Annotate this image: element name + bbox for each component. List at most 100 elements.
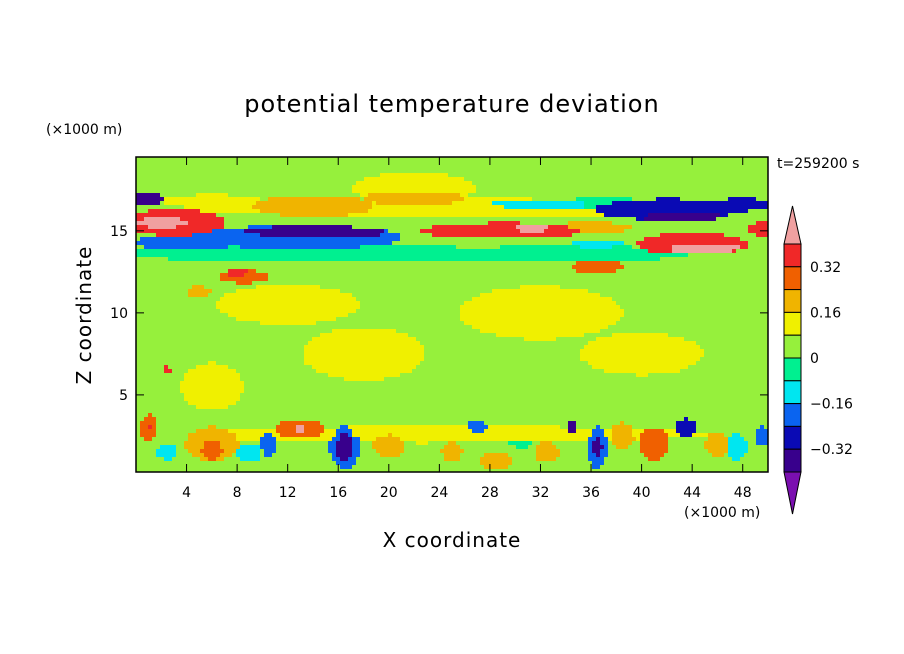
contour-cell xyxy=(196,161,201,166)
contour-cell xyxy=(744,225,749,230)
contour-cell xyxy=(276,273,281,278)
contour-cell xyxy=(196,225,201,230)
contour-cell xyxy=(684,173,689,178)
contour-cell xyxy=(744,193,749,198)
contour-cell xyxy=(596,245,601,250)
contour-cell xyxy=(232,257,237,262)
contour-cell xyxy=(272,157,277,162)
contour-cell xyxy=(436,213,441,218)
contour-cell xyxy=(308,249,313,254)
contour-cell xyxy=(648,161,653,166)
contour-cell xyxy=(692,269,697,274)
contour-cell xyxy=(488,253,493,258)
contour-cell xyxy=(432,281,437,286)
contour-cell xyxy=(744,189,749,194)
contour-cell xyxy=(216,245,221,250)
contour-cell xyxy=(312,225,317,230)
contour-cell xyxy=(756,217,761,222)
contour-cell xyxy=(136,165,141,170)
contour-cell xyxy=(588,181,593,186)
contour-cell xyxy=(684,245,689,250)
contour-cell xyxy=(624,177,629,182)
contour-cell xyxy=(272,173,277,178)
contour-cell xyxy=(172,173,177,178)
contour-cell xyxy=(580,165,585,170)
contour-cell xyxy=(708,233,713,238)
contour-cell xyxy=(332,265,337,270)
contour-cell xyxy=(428,229,433,234)
contour-cell xyxy=(324,161,329,166)
contour-cell xyxy=(288,161,293,166)
contour-cell xyxy=(448,189,453,194)
contour-cell xyxy=(240,181,245,186)
contour-cell xyxy=(728,241,733,246)
contour-cell xyxy=(472,217,477,222)
contour-cell xyxy=(276,201,281,206)
contour-cell xyxy=(164,161,169,166)
contour-cell xyxy=(600,257,605,262)
contour-cell xyxy=(256,185,261,190)
contour-cell xyxy=(616,189,621,194)
contour-cell xyxy=(672,217,677,222)
contour-cell xyxy=(364,185,369,190)
contour-cell xyxy=(656,233,661,238)
contour-cell xyxy=(160,233,165,238)
contour-cell xyxy=(656,185,661,190)
contour-cell xyxy=(312,253,317,258)
contour-cell xyxy=(404,217,409,222)
contour-cell xyxy=(200,217,205,222)
contour-cell xyxy=(524,261,529,266)
contour-cell xyxy=(528,269,533,274)
contour-cell xyxy=(764,241,768,246)
contour-cell xyxy=(232,189,237,194)
contour-cell xyxy=(192,265,197,270)
contour-cell xyxy=(648,217,653,222)
contour-cell xyxy=(552,161,557,166)
contour-cell xyxy=(500,237,505,242)
contour-cell xyxy=(648,273,653,278)
contour-cell xyxy=(168,265,173,270)
contour-cell xyxy=(688,229,693,234)
contour-cell xyxy=(280,201,285,206)
contour-cell xyxy=(728,225,733,230)
contour-cell xyxy=(552,201,557,206)
contour-cell xyxy=(540,189,545,194)
contour-cell xyxy=(288,277,293,282)
contour-cell xyxy=(720,261,725,266)
contour-cell xyxy=(388,241,393,246)
contour-cell xyxy=(492,257,497,262)
contour-cell xyxy=(548,221,553,226)
contour-cell xyxy=(308,173,313,178)
contour-cell xyxy=(156,185,161,190)
contour-cell xyxy=(628,229,633,234)
contour-cell xyxy=(664,261,669,266)
contour-cell xyxy=(436,181,441,186)
contour-cell xyxy=(744,233,749,238)
contour-cell xyxy=(732,173,737,178)
contour-cell xyxy=(340,209,345,214)
contour-cell xyxy=(564,209,569,214)
contour-cell xyxy=(544,257,549,262)
contour-cell xyxy=(296,217,301,222)
contour-cell xyxy=(532,181,537,186)
contour-cell xyxy=(184,165,189,170)
contour-cell xyxy=(276,177,281,182)
contour-cell xyxy=(204,189,209,194)
contour-cell xyxy=(448,193,453,198)
contour-cell xyxy=(384,249,389,254)
contour-cell xyxy=(548,229,553,234)
contour-cell xyxy=(604,261,609,266)
contour-cell xyxy=(420,253,425,258)
contour-cell xyxy=(208,169,213,174)
contour-cell xyxy=(336,257,341,262)
contour-cell xyxy=(620,233,625,238)
contour-cell xyxy=(704,165,709,170)
contour-cell xyxy=(568,253,573,258)
contour-cell xyxy=(404,225,409,230)
contour-cell xyxy=(140,245,145,250)
contour-cell xyxy=(308,265,313,270)
contour-cell xyxy=(168,233,173,238)
contour-cell xyxy=(520,229,525,234)
contour-cell xyxy=(632,265,637,270)
contour-cell xyxy=(748,181,753,186)
